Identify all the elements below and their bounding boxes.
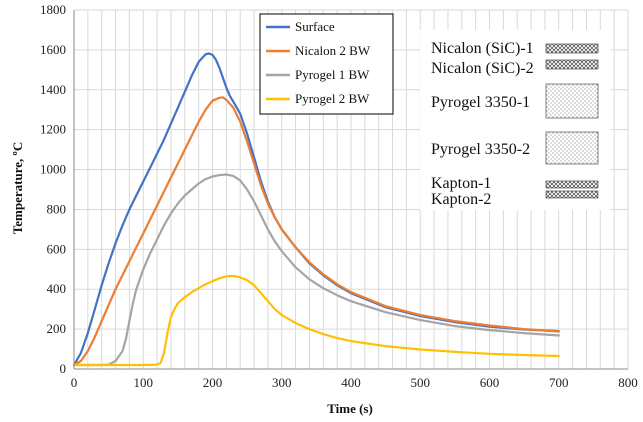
y-tick-label: 0 (60, 361, 67, 376)
x-axis-title: Time (s) (327, 401, 373, 416)
x-tick-label: 600 (480, 375, 500, 390)
x-tick-label: 500 (411, 375, 431, 390)
layer-label-3: Pyrogel 3350-2 (431, 141, 530, 158)
x-tick-label: 400 (341, 375, 361, 390)
y-tick-label: 1600 (40, 42, 66, 57)
layer-swatch-1 (545, 59, 599, 70)
x-tick-label: 300 (272, 375, 292, 390)
layer-label-2: Pyrogel 3350-1 (431, 94, 530, 111)
x-tick-label: 100 (134, 375, 154, 390)
x-tick-label: 800 (618, 375, 638, 390)
layer-swatch-3 (545, 131, 599, 165)
layer-label-0: Nicalon (SiC)-1 (431, 40, 534, 57)
tick-labels: 0 100 200 300 400 500 600 700 800 0 200 400 600 800 10… (40, 2, 638, 390)
layer-label-5: Kapton-2 (431, 191, 491, 208)
y-tick-label: 1800 (40, 2, 66, 17)
x-tick-label: 200 (203, 375, 223, 390)
y-tick-label: 1400 (40, 82, 66, 97)
legend-label-3: Pyrogel 2 BW (295, 91, 370, 106)
legend-label-2: Pyrogel 1 BW (295, 67, 370, 82)
layer-swatch-2 (545, 83, 599, 119)
layer-label-1: Nicalon (SiC)-2 (431, 60, 534, 77)
legend-label-1: Nicalon 2 BW (295, 43, 371, 58)
series-line-pyrogel-2-bw (72, 274, 560, 367)
y-tick-label: 200 (47, 321, 67, 336)
y-tick-label: 600 (47, 241, 67, 256)
layer-swatch-4 (545, 180, 599, 189)
x-tick-label: 700 (549, 375, 569, 390)
series-line-nicalon-2-bw (72, 96, 560, 367)
layer-legend: Nicalon (SiC)-1 Nicalon (SiC)-2 Pyrogel … (420, 30, 610, 210)
legend: Surface Nicalon 2 BW Pyrogel 1 BW Pyroge… (259, 13, 394, 115)
legend-label-0: Surface (295, 19, 335, 34)
y-tick-label: 1200 (40, 122, 66, 137)
series-lines (72, 52, 560, 367)
y-axis-title: Temperature, ºC (10, 142, 25, 234)
layer-label-4: Kapton-1 (431, 175, 491, 192)
layer-swatch-0 (545, 43, 599, 54)
y-tick-label: 1000 (40, 162, 66, 177)
y-tick-label: 800 (47, 201, 67, 216)
x-tick-label: 0 (71, 375, 78, 390)
layer-swatch-5 (545, 190, 599, 199)
y-tick-label: 400 (47, 281, 67, 296)
axes (73, 10, 628, 370)
series-line-pyrogel-1-bw (72, 173, 560, 367)
